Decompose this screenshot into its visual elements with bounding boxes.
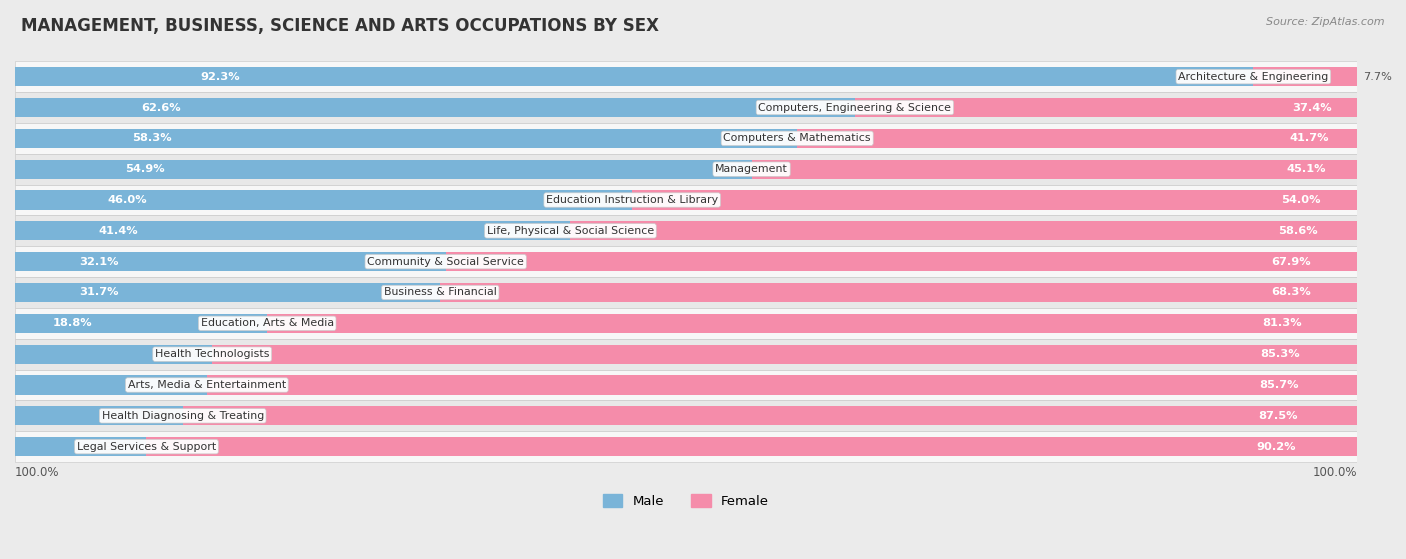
Bar bbox=[446, 252, 1357, 271]
Text: 87.5%: 87.5% bbox=[1258, 411, 1298, 421]
Bar bbox=[15, 154, 1357, 184]
Text: Management: Management bbox=[716, 164, 787, 174]
Text: Computers & Mathematics: Computers & Mathematics bbox=[723, 134, 870, 143]
Text: MANAGEMENT, BUSINESS, SCIENCE AND ARTS OCCUPATIONS BY SEX: MANAGEMENT, BUSINESS, SCIENCE AND ARTS O… bbox=[21, 17, 659, 35]
Bar bbox=[183, 406, 1357, 425]
Text: 67.9%: 67.9% bbox=[1271, 257, 1312, 267]
Legend: Male, Female: Male, Female bbox=[598, 488, 775, 513]
Text: Legal Services & Support: Legal Services & Support bbox=[77, 442, 217, 452]
Text: 58.6%: 58.6% bbox=[1278, 226, 1317, 236]
Text: 68.3%: 68.3% bbox=[1271, 287, 1310, 297]
Bar bbox=[15, 344, 212, 364]
Text: 7.7%: 7.7% bbox=[1364, 72, 1392, 82]
Text: Health Technologists: Health Technologists bbox=[155, 349, 270, 359]
Bar bbox=[15, 431, 1357, 462]
Text: 46.0%: 46.0% bbox=[108, 195, 148, 205]
Text: 14.3%: 14.3% bbox=[157, 380, 194, 390]
Bar bbox=[797, 129, 1357, 148]
Bar bbox=[15, 400, 1357, 431]
Text: Education Instruction & Library: Education Instruction & Library bbox=[546, 195, 718, 205]
Text: 41.4%: 41.4% bbox=[98, 226, 138, 236]
Text: 90.2%: 90.2% bbox=[1257, 442, 1296, 452]
Bar bbox=[15, 61, 1357, 92]
Bar bbox=[15, 129, 797, 148]
Bar bbox=[15, 308, 1357, 339]
Bar bbox=[267, 314, 1358, 333]
Text: Source: ZipAtlas.com: Source: ZipAtlas.com bbox=[1267, 17, 1385, 27]
Bar bbox=[15, 123, 1357, 154]
Bar bbox=[15, 314, 267, 333]
Text: Arts, Media & Entertainment: Arts, Media & Entertainment bbox=[128, 380, 285, 390]
Text: 18.8%: 18.8% bbox=[53, 318, 93, 328]
Text: 81.3%: 81.3% bbox=[1263, 318, 1302, 328]
Bar bbox=[571, 221, 1357, 240]
Text: 100.0%: 100.0% bbox=[15, 466, 59, 479]
Bar bbox=[15, 191, 633, 210]
Bar bbox=[15, 98, 855, 117]
Text: Community & Social Service: Community & Social Service bbox=[367, 257, 524, 267]
Bar bbox=[15, 221, 571, 240]
Bar bbox=[15, 376, 207, 395]
Text: Life, Physical & Social Science: Life, Physical & Social Science bbox=[486, 226, 654, 236]
Text: 37.4%: 37.4% bbox=[1292, 102, 1331, 112]
Text: Education, Arts & Media: Education, Arts & Media bbox=[201, 318, 333, 328]
Bar bbox=[15, 369, 1357, 400]
Bar bbox=[15, 247, 1357, 277]
Text: Business & Financial: Business & Financial bbox=[384, 287, 496, 297]
Text: 85.3%: 85.3% bbox=[1260, 349, 1299, 359]
Bar bbox=[15, 252, 446, 271]
Text: 45.1%: 45.1% bbox=[1286, 164, 1326, 174]
Bar bbox=[15, 283, 440, 302]
Text: 92.3%: 92.3% bbox=[201, 72, 240, 82]
Text: 100.0%: 100.0% bbox=[1312, 466, 1357, 479]
Text: 54.9%: 54.9% bbox=[125, 164, 165, 174]
Bar bbox=[1253, 67, 1357, 86]
Text: Architecture & Engineering: Architecture & Engineering bbox=[1178, 72, 1329, 82]
Bar bbox=[15, 215, 1357, 247]
Text: 31.7%: 31.7% bbox=[79, 287, 118, 297]
Text: 9.8%: 9.8% bbox=[104, 442, 134, 452]
Bar bbox=[855, 98, 1357, 117]
Bar bbox=[15, 339, 1357, 369]
Bar bbox=[15, 160, 752, 179]
Bar bbox=[440, 283, 1357, 302]
Text: 58.3%: 58.3% bbox=[132, 134, 172, 143]
Text: 62.6%: 62.6% bbox=[141, 102, 180, 112]
Text: 85.7%: 85.7% bbox=[1260, 380, 1299, 390]
Text: 54.0%: 54.0% bbox=[1281, 195, 1320, 205]
Bar bbox=[15, 92, 1357, 123]
Text: Health Diagnosing & Treating: Health Diagnosing & Treating bbox=[101, 411, 264, 421]
Bar bbox=[207, 376, 1357, 395]
Bar bbox=[15, 406, 183, 425]
Bar bbox=[15, 277, 1357, 308]
Bar bbox=[15, 437, 146, 456]
Text: 12.5%: 12.5% bbox=[134, 411, 169, 421]
Bar bbox=[752, 160, 1357, 179]
Text: Computers, Engineering & Science: Computers, Engineering & Science bbox=[758, 102, 952, 112]
Text: 41.7%: 41.7% bbox=[1289, 134, 1329, 143]
Bar bbox=[212, 344, 1357, 364]
Bar bbox=[15, 184, 1357, 215]
Bar bbox=[15, 67, 1253, 86]
Text: 32.1%: 32.1% bbox=[80, 257, 120, 267]
Bar bbox=[633, 191, 1357, 210]
Bar bbox=[146, 437, 1357, 456]
Text: 14.7%: 14.7% bbox=[163, 349, 198, 359]
